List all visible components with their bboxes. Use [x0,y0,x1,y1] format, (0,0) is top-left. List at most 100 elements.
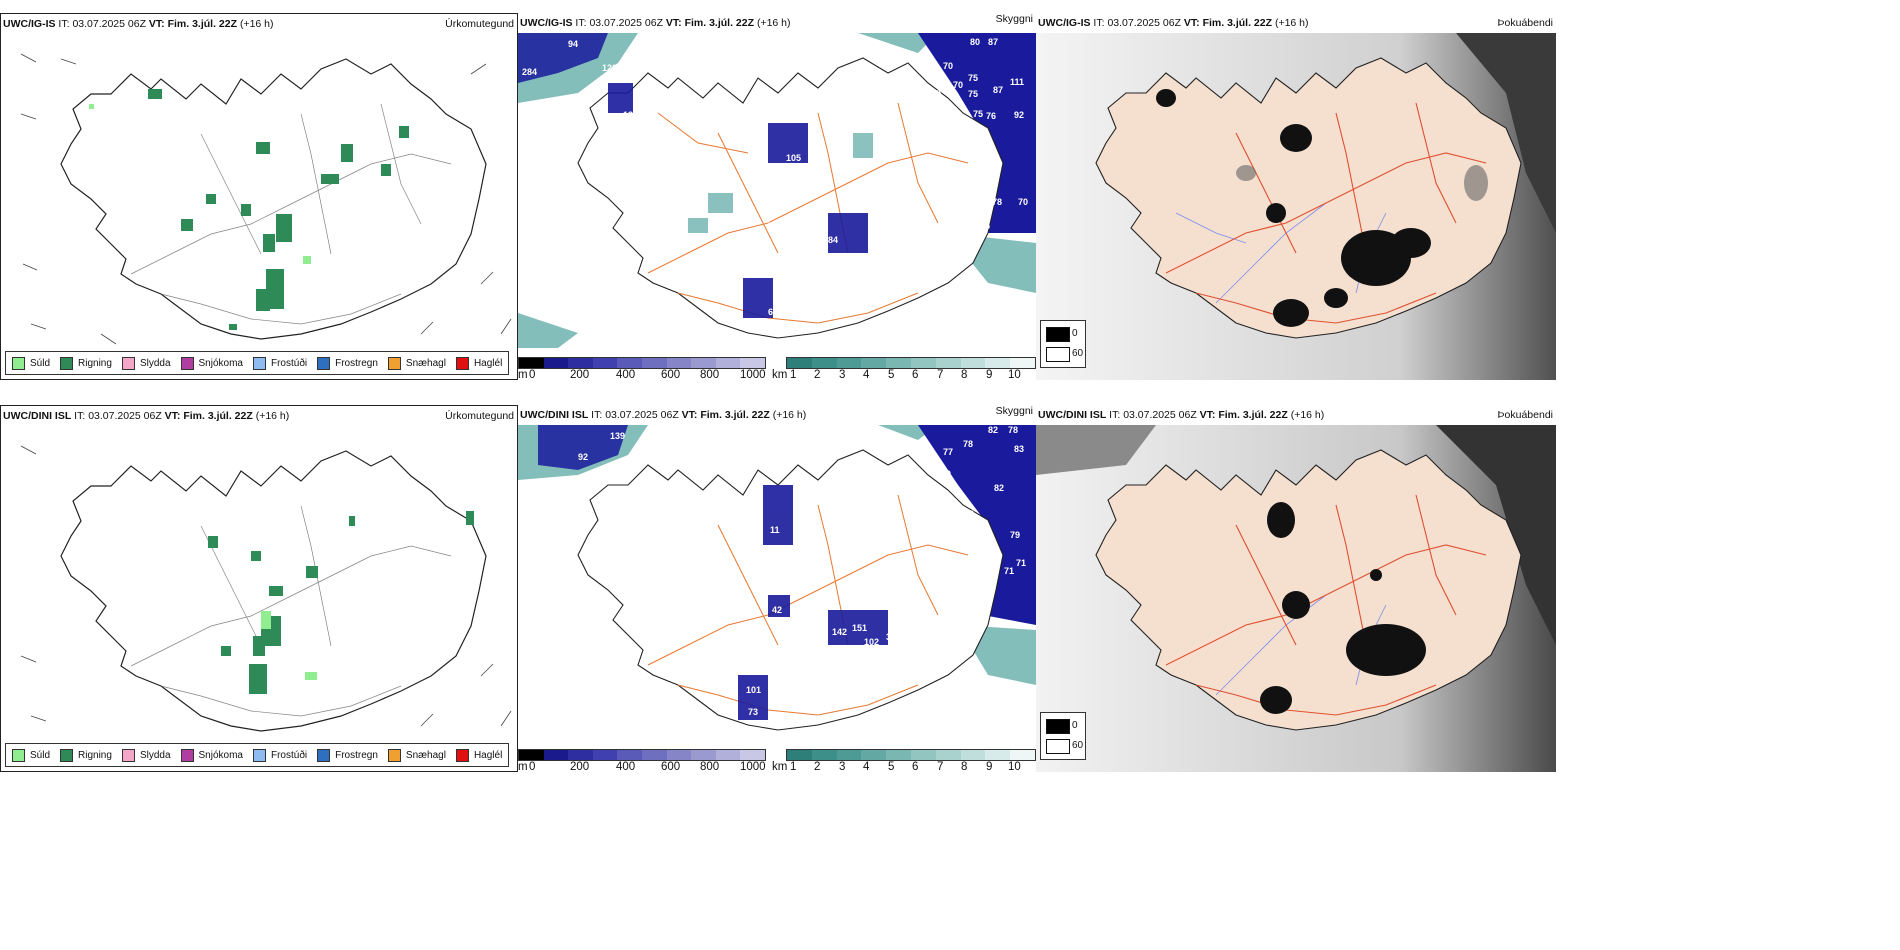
legend-item-haglel: Haglél [455,748,502,762]
cloud-base-label: 151 [852,623,867,633]
precip-map [20,445,512,732]
cloud-base-label: 87 [993,85,1003,95]
legend-item-sudd: Súld [12,356,50,370]
cloud-base-label: 79 [1010,530,1020,540]
cloud-base-label: 142 [832,627,847,637]
cloud-base-label: 94 [568,39,578,49]
legend-item-frostregn: Frostregn [317,356,378,370]
cloud-base-tick: 0 [529,369,536,380]
panel-name: Þokuábendi [1497,409,1553,421]
coast-label: 87 [988,37,998,47]
legend-item-frostudi: Frostúði [252,748,307,762]
cloud-base-label: 11 [770,525,780,535]
legend-item-rigning: Rigning [60,356,112,370]
legend-item-snjokoma: Snjókoma [180,356,243,370]
panel-title: UWC/IG-IS IT: 03.07.2025 06Z VT: Fim. 3.… [3,18,274,30]
panel-name: Úrkomutegund [445,18,514,30]
fog-legend-swatch [1046,327,1070,342]
visibility-tick: 5 [888,761,895,772]
cloud-base-label: 72 [980,131,990,141]
cloud-base-label: 78 [963,439,973,449]
visibility-tick: 1 [790,369,797,380]
cloud-base-tick: 400 [616,369,636,380]
fog-legend-value: 60 [1072,740,1084,751]
cloud-base-label: 135 [623,110,638,120]
cloud-base-label: 15 [830,649,840,659]
visibility-tick: 6 [912,369,919,380]
fog-legend: 0 60 [1040,712,1086,760]
legend-item-slydda: Slydda [121,748,171,762]
cloud-base-label: 77 [930,459,940,469]
cloud-base-label: 120 [602,63,617,73]
fog-legend-value: 60 [1072,348,1084,359]
visibility-tick: 2 [814,369,821,380]
cloud-base-label: 42 [772,605,782,615]
cloud-base-label: 75 [980,221,990,231]
cloud-base-label: 75 [968,73,978,83]
cloud-base-label: 64 [931,87,941,97]
cloud-base-label: 70 [943,61,953,71]
cloud-base-label: 76 [964,509,974,519]
precip-type-legend: Súld Rigning Slydda Snjókoma Frostúði Fr… [5,351,510,375]
precip-type-legend: Súld Rigning Slydda Snjókoma Frostúði Fr… [5,743,510,767]
cloud-base-label: 72 [980,589,990,599]
visibility-tick: 4 [863,369,870,380]
cloud-base-label: 70 [1018,197,1028,207]
legend-item-snaehagl: Snæhagl [387,748,446,762]
visibility-colorbar-bar [786,749,1036,761]
visibility-colorbar: km 1 2 3 4 5 6 7 8 9 10 [772,749,1036,772]
cloud-base-label: 78 [1008,425,1018,435]
fog-panel-row1: UWC/IG-IS IT: 03.07.2025 06Z VT: Fim. 3.… [1036,13,1556,380]
legend-item-haglel: Haglél [455,356,502,370]
cloud-base-label: 70 [953,80,963,90]
cloud-base-colorbar: m 0 200 400 600 800 1000 [518,357,770,380]
fog-map [1036,425,1556,772]
cloud-base-label: 72 [768,221,778,231]
cloud-base-label: 83 [1014,444,1024,454]
cloud-base-unit: m [518,761,528,772]
cloud-base-tick: 1000 [740,369,766,380]
cloud-base-label: 39 [788,167,798,177]
visibility-tick: 8 [961,369,968,380]
visibility-unit: km [772,761,788,772]
visibility-panel-row2: UWC/DINI ISL IT: 03.07.2025 06Z VT: Fim.… [518,405,1036,772]
cloud-base-label: 75 [973,109,983,119]
visibility-tick: 9 [986,761,993,772]
panel-title: UWC/DINI ISL IT: 03.07.2025 06Z VT: Fim.… [1038,409,1325,421]
cloud-base-label: 101 [746,685,761,695]
cloud-base-tick: 1000 [740,761,766,772]
cloud-base-label: 76 [986,175,996,185]
visibility-tick: 7 [937,761,944,772]
panel-name: Skyggni [995,405,1033,417]
cloud-base-label: 67 [766,323,776,333]
visibility-map: 139 92 78 82 78 77 77 83 80 82 76 79 71 … [518,425,1036,731]
cloud-base-tick: 600 [661,369,681,380]
cloud-base-label: 76 [986,111,996,121]
visibility-tick: 10 [1008,369,1021,380]
cloud-base-label: 139 [610,431,625,441]
cloud-base-label: 284 [522,67,537,77]
cloud-base-tick: 0 [529,761,536,772]
cloud-base-label: 82 [994,483,1004,493]
cloud-base-tick: 600 [661,761,681,772]
cloud-base-label: 73 [748,707,758,717]
cloud-base-label: 10 [776,549,786,559]
panel-title: UWC/DINI ISL IT: 03.07.2025 06Z VT: Fim.… [520,409,807,421]
cloud-base-label: 75 [968,89,978,99]
visibility-tick: 6 [912,761,919,772]
cloud-base-tick: 200 [570,369,590,380]
cloud-base-label: 105 [786,153,801,163]
cloud-base-label: 111 [1010,77,1024,87]
cloud-base-label: 71 [1016,558,1026,568]
legend-item-slydda: Slydda [121,356,171,370]
panel-title: UWC/IG-IS IT: 03.07.2025 06Z VT: Fim. 3.… [520,17,791,29]
visibility-tick: 5 [888,369,895,380]
cloud-base-tick: 800 [700,369,720,380]
panel-name: Úrkomutegund [445,410,514,422]
legend-item-frostregn: Frostregn [317,748,378,762]
fog-legend-value: 0 [1072,720,1078,731]
visibility-tick: 2 [814,761,821,772]
cloud-base-label: 93 [858,257,868,267]
cloud-base-label: 80 [941,469,951,479]
visibility-unit: km [772,369,788,380]
